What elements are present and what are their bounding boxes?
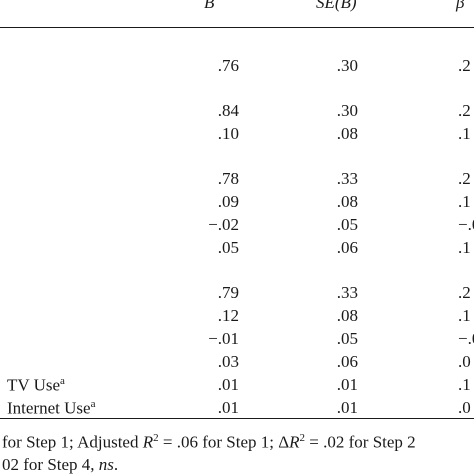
cell-b: .03 [217,352,239,371]
cell-se: .01 [336,375,358,394]
header-beta: β [456,0,465,12]
cell-se: .05 [336,215,358,234]
table-note-line-1: for Step 1; Adjusted R2 = .06 for Step 1… [2,432,416,452]
cell-se: .05 [336,329,358,348]
cell-se: .06 [336,352,358,371]
table-row: −.01 .05 −.0 [0,329,474,351]
table-row: −.02 .05 −.0 [0,215,474,237]
cell-beta: −.0 [458,215,474,234]
table-top-rule [0,27,474,28]
cell-b: .76 [217,56,239,75]
cell-se: .06 [336,238,358,257]
table-row: .09 .08 .1 [0,192,474,214]
cell-beta: .1 [458,238,471,257]
table-row: .84 .30 .2 [0,101,474,123]
table-note-line-2: 02 for Step 4, ns. [2,455,119,474]
header-b: B [204,0,215,12]
cell-beta: .1 [458,306,471,325]
cell-beta: .0 [458,352,471,371]
cell-se: .30 [336,56,358,75]
cell-beta: .0 [458,398,471,417]
cell-se: .33 [336,169,358,188]
cell-beta: .2 [458,283,471,302]
cell-b: .10 [217,124,239,143]
table-row: Internet Usea .01 .01 .0 [0,398,474,420]
row-label-tv-use: TV Usea [7,375,65,395]
cell-b: .84 [217,101,239,120]
table-row: .78 .33 .2 [0,169,474,191]
table-row: .10 .08 .1 [0,124,474,146]
cell-se: .08 [336,306,358,325]
cell-se: .30 [336,101,358,120]
cell-b: −.02 [208,215,239,234]
cell-beta: .2 [458,101,471,120]
cell-b: −.01 [208,329,239,348]
cell-beta: .1 [458,375,471,394]
cell-beta: −.0 [458,329,474,348]
table-row: TV Usea .01 .01 .1 [0,375,474,397]
table-row: .76 .30 .2 [0,56,474,78]
cell-b: .01 [217,398,239,417]
cell-beta: .1 [458,124,471,143]
cell-b: .05 [217,238,239,257]
cell-se: .01 [336,398,358,417]
table-row: .79 .33 .2 [0,283,474,305]
cell-beta: .2 [458,56,471,75]
cell-b: .78 [217,169,239,188]
cell-se: .08 [336,192,358,211]
cell-se: .08 [336,124,358,143]
cell-b: .12 [217,306,239,325]
table-row: .12 .08 .1 [0,306,474,328]
cell-b: .09 [217,192,239,211]
cell-beta: .1 [458,192,471,211]
table-row: .05 .06 .1 [0,238,474,260]
cell-b: .01 [217,375,239,394]
cell-beta: .2 [458,169,471,188]
cell-b: .79 [217,283,239,302]
row-label-internet-use: Internet Usea [7,398,96,418]
cell-se: .33 [336,283,358,302]
table-bottom-rule [0,418,474,419]
table-row: .03 .06 .0 [0,352,474,374]
header-se-b: SE(B) [316,0,357,12]
